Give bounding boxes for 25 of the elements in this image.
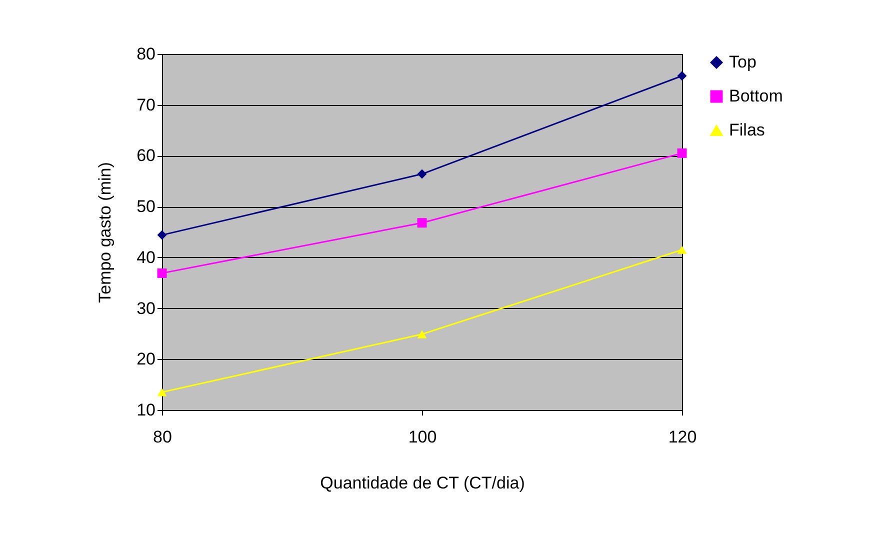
- x-tick-label: 80: [153, 428, 172, 446]
- x-tick-label: 100: [408, 428, 437, 446]
- y-tick-label: 70: [136, 95, 156, 114]
- point: [677, 246, 687, 254]
- legend-label: Filas: [729, 120, 765, 140]
- point: [157, 230, 167, 240]
- legend-label: Bottom: [729, 86, 783, 106]
- point: [157, 268, 167, 278]
- y-tick-label: 10: [136, 400, 156, 420]
- point: [417, 218, 427, 228]
- y-tick-label: 30: [136, 298, 156, 318]
- point: [677, 148, 687, 158]
- y-axis-title: Tempo gasto (min): [96, 162, 115, 303]
- point: [417, 169, 427, 179]
- x-tick-label: 120: [668, 428, 697, 446]
- legend-label: Top: [729, 52, 756, 72]
- x-axis-title: Quantidade de CT (CT/dia): [320, 474, 525, 492]
- point: [677, 71, 687, 81]
- y-tick-label: 40: [136, 248, 156, 267]
- y-tick-label: 80: [136, 44, 156, 64]
- point: [157, 388, 167, 396]
- y-tick-label: 60: [136, 146, 156, 166]
- point: [417, 330, 427, 338]
- y-tick-label: 20: [136, 350, 156, 369]
- y-tick-label: 50: [136, 197, 156, 216]
